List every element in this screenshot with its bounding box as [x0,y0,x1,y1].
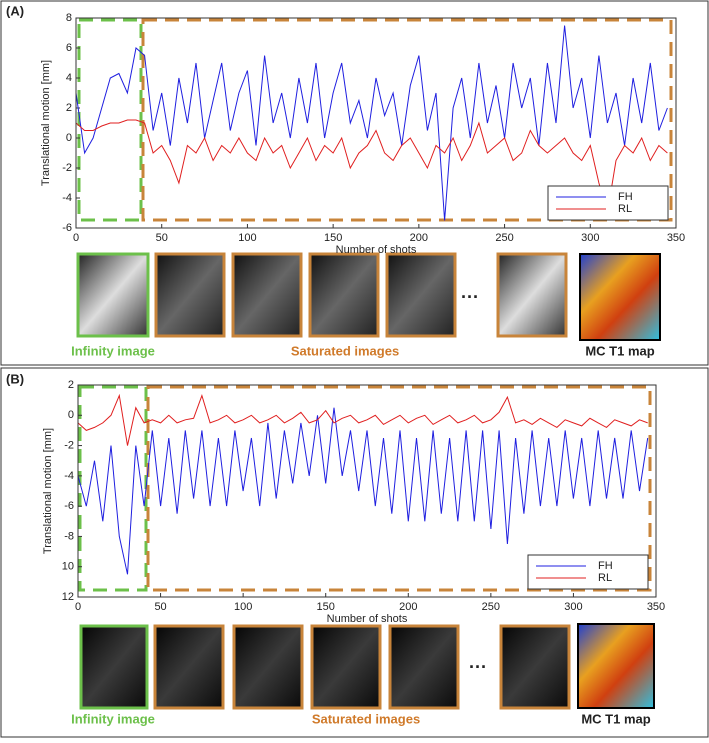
x-tick-label: 250 [495,232,513,244]
legend-label: FH [598,560,613,572]
dashed-box [146,385,652,592]
y-tick-label: -4 [62,192,72,204]
caption: Saturated images [291,343,399,358]
y-tick-label: 10 [62,561,74,573]
thumbnail [231,252,303,338]
x-tick-label: 150 [317,601,335,613]
y-axis-label: Translational motion [mm] [40,60,52,186]
series-line [77,407,649,575]
y-tick-label: 6 [66,42,72,54]
thumbnail [153,624,225,710]
x-tick-label: 350 [667,232,685,244]
thumbnail [499,624,571,710]
x-tick-label: 200 [399,601,417,613]
series-line [75,25,668,221]
y-tick-label: -8 [64,530,74,542]
caption: MC T1 map [585,343,654,358]
x-tick-label: 0 [73,232,79,244]
legend-box [547,185,669,221]
ellipsis: ··· [461,287,479,307]
thumbnail [232,624,304,710]
thumbnail [76,252,150,338]
y-tick-label: 0 [68,409,74,421]
thumbnail [308,252,380,338]
thumbnail [388,624,460,710]
thumbnail [310,624,382,710]
ellipsis: ··· [469,657,487,677]
x-tick-label: 350 [647,601,665,613]
legend-box [527,554,649,590]
dashed-box [77,18,143,222]
thumbnail [385,252,457,338]
caption: Infinity image [71,343,155,358]
thumbnail [154,252,226,338]
caption: Infinity image [71,711,155,726]
x-tick-label: 50 [156,232,168,244]
panel-frame [0,367,709,738]
plot-frame [77,384,657,598]
panel-label: (B) [6,371,24,386]
x-tick-label: 50 [154,601,166,613]
y-tick-label: -6 [64,500,74,512]
y-tick-label: -6 [62,222,72,234]
x-tick-label: 100 [234,601,252,613]
x-axis-label: Number of shots [327,613,408,625]
t1-map [577,623,655,709]
x-tick-label: 0 [75,601,81,613]
caption: Saturated images [312,711,420,726]
y-tick-label: 8 [66,12,72,24]
legend-label: FH [618,191,633,203]
thumbnail [79,624,149,710]
y-tick-label: 2 [68,379,74,391]
y-tick-label: -2 [62,162,72,174]
y-tick-label: -4 [64,470,74,482]
x-axis-label: Number of shots [336,244,417,256]
x-tick-label: 300 [581,232,599,244]
panel-label: (A) [6,3,24,18]
x-tick-label: 300 [564,601,582,613]
plot-frame [75,17,677,229]
x-tick-label: 100 [238,232,256,244]
y-tick-label: 12 [62,591,74,603]
series-line [77,393,648,446]
thumbnail [496,252,568,338]
dashed-box [141,18,673,222]
x-tick-label: 200 [410,232,428,244]
y-tick-label: 2 [66,102,72,114]
x-tick-label: 250 [482,601,500,613]
t1-map [579,253,661,341]
caption: MC T1 map [581,711,650,726]
x-tick-label: 150 [324,232,342,244]
panel-frame [0,0,709,366]
series-line [75,119,668,214]
legend-label: RL [618,203,632,215]
y-tick-label: -2 [64,439,74,451]
y-tick-label: 4 [66,72,72,84]
y-tick-label: 0 [66,132,72,144]
legend-label: RL [598,572,612,584]
y-axis-label: Translational motion [mm] [42,428,54,554]
